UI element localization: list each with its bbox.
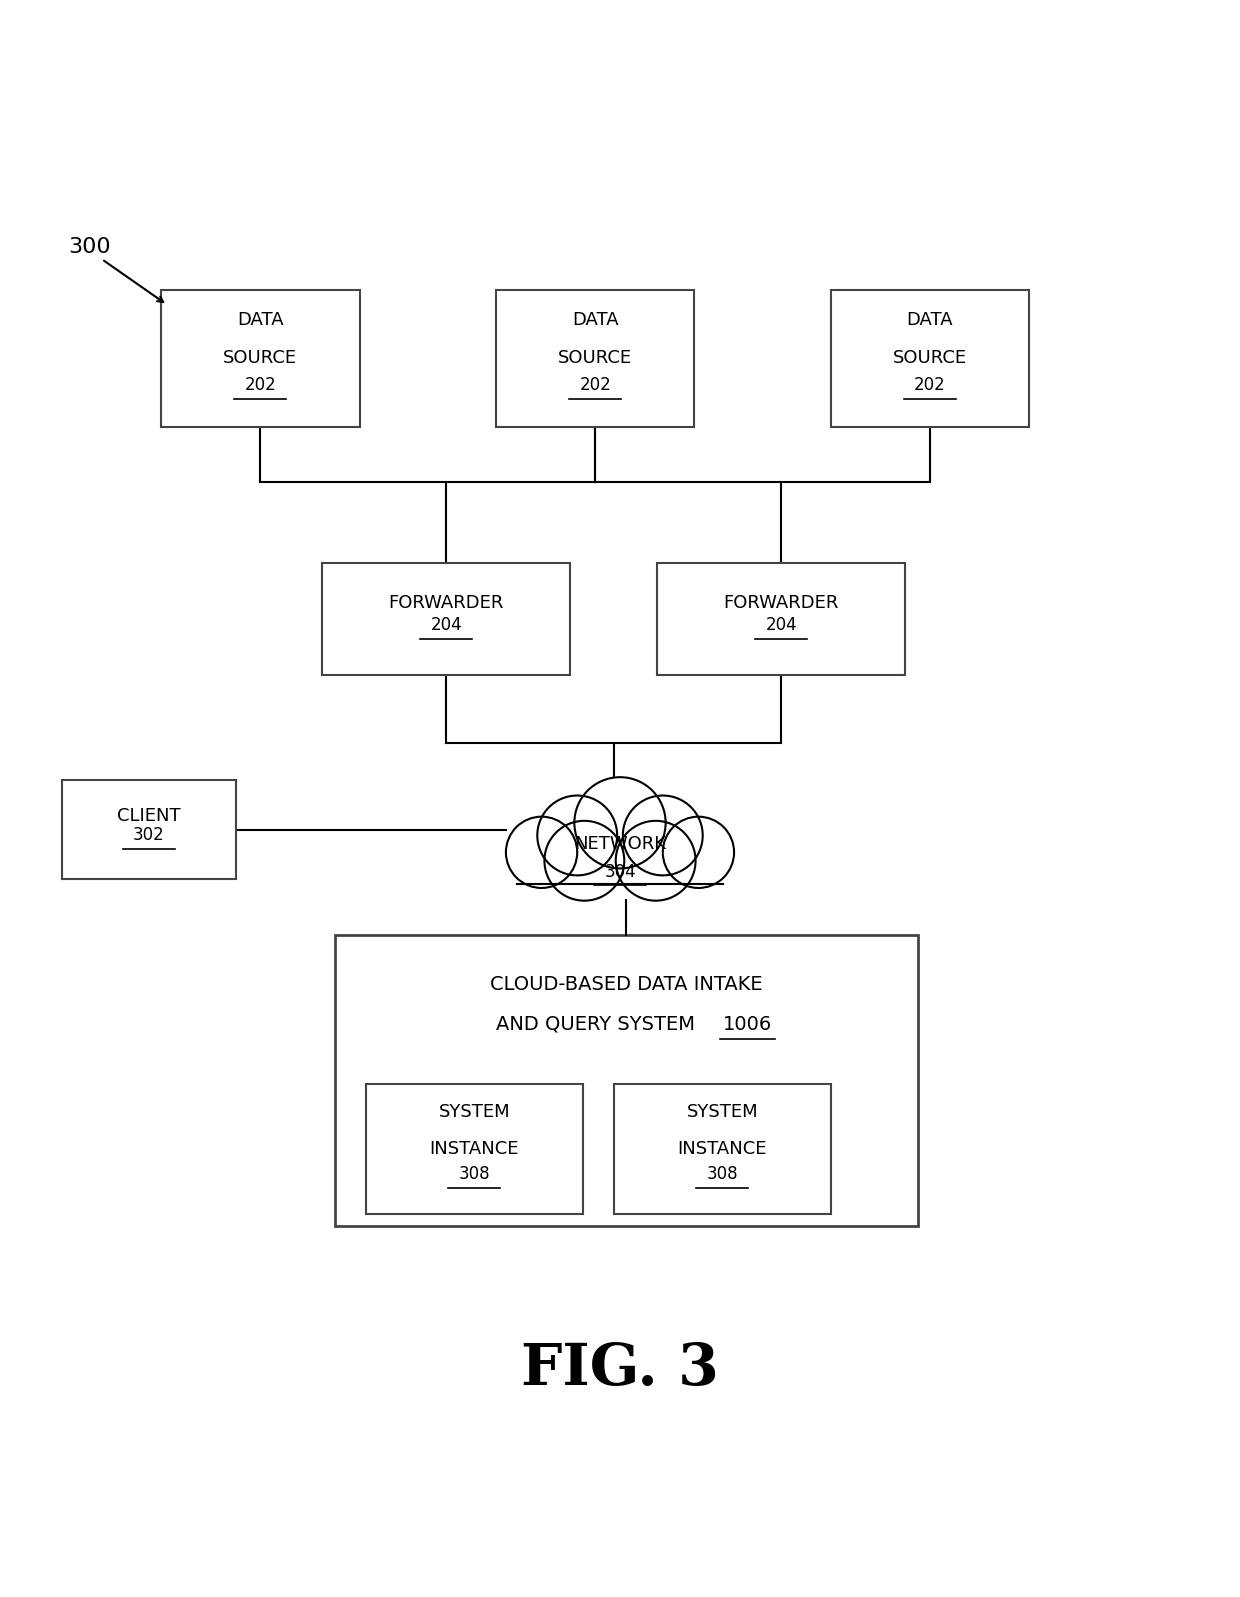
Text: 300: 300	[68, 236, 110, 257]
Text: INSTANCE: INSTANCE	[677, 1140, 768, 1158]
Text: FORWARDER: FORWARDER	[388, 594, 505, 612]
Text: 304: 304	[604, 862, 636, 880]
Text: AND QUERY SYSTEM: AND QUERY SYSTEM	[496, 1014, 694, 1033]
Text: DATA: DATA	[572, 311, 619, 329]
Circle shape	[663, 816, 734, 888]
Circle shape	[537, 795, 618, 875]
Circle shape	[574, 778, 666, 869]
Text: 202: 202	[914, 375, 946, 394]
Text: FORWARDER: FORWARDER	[723, 594, 839, 612]
Text: 204: 204	[430, 616, 463, 634]
FancyBboxPatch shape	[335, 934, 918, 1226]
FancyBboxPatch shape	[657, 562, 905, 674]
Text: CLIENT: CLIENT	[117, 806, 181, 824]
Text: DATA: DATA	[237, 311, 284, 329]
Circle shape	[506, 816, 577, 888]
Text: INSTANCE: INSTANCE	[429, 1140, 520, 1158]
Text: SOURCE: SOURCE	[893, 350, 967, 367]
Circle shape	[544, 821, 624, 901]
Text: SYSTEM: SYSTEM	[687, 1104, 758, 1121]
Text: SOURCE: SOURCE	[223, 350, 298, 367]
FancyBboxPatch shape	[366, 1084, 583, 1214]
Text: DATA: DATA	[906, 311, 954, 329]
FancyBboxPatch shape	[62, 779, 236, 878]
FancyBboxPatch shape	[161, 291, 360, 426]
Text: 308: 308	[707, 1166, 738, 1183]
Text: SYSTEM: SYSTEM	[439, 1104, 510, 1121]
Ellipse shape	[513, 802, 727, 886]
Text: 308: 308	[459, 1166, 490, 1183]
Text: 302: 302	[133, 826, 165, 845]
Text: FIG. 3: FIG. 3	[521, 1341, 719, 1397]
FancyBboxPatch shape	[496, 291, 694, 426]
Text: 204: 204	[765, 616, 797, 634]
FancyBboxPatch shape	[831, 291, 1029, 426]
Circle shape	[622, 795, 703, 875]
FancyBboxPatch shape	[322, 562, 570, 674]
Circle shape	[616, 821, 696, 901]
Text: 202: 202	[579, 375, 611, 394]
Text: CLOUD-BASED DATA INTAKE: CLOUD-BASED DATA INTAKE	[490, 976, 763, 993]
Text: SOURCE: SOURCE	[558, 350, 632, 367]
FancyBboxPatch shape	[614, 1084, 831, 1214]
Text: 1006: 1006	[723, 1014, 773, 1033]
Text: NETWORK: NETWORK	[574, 835, 666, 853]
Text: 202: 202	[244, 375, 277, 394]
